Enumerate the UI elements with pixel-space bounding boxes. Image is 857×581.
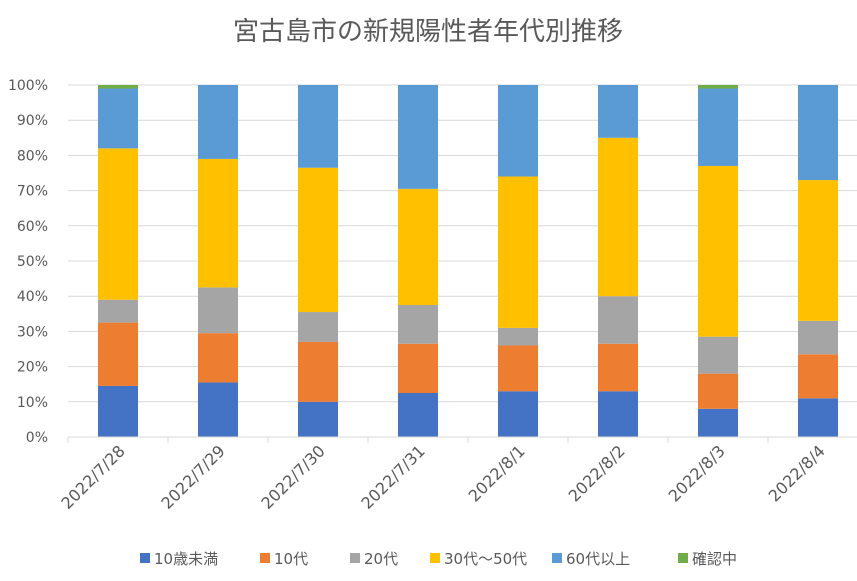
bar-segment — [398, 85, 438, 189]
bar-segment — [598, 343, 638, 392]
bar-segment — [298, 401, 338, 437]
legend-swatch — [350, 553, 360, 563]
bar-segment — [298, 341, 338, 402]
x-tick-label: 2022/7/29 — [157, 441, 228, 512]
y-tick-label: 30% — [17, 324, 48, 340]
x-tick-label: 2022/8/2 — [565, 441, 629, 505]
bar-segment — [798, 354, 838, 399]
bar-segment — [98, 299, 138, 323]
bar-segment — [798, 398, 838, 437]
legend-swatch — [430, 553, 440, 563]
bar-segment — [598, 85, 638, 138]
y-tick-label: 60% — [17, 219, 48, 235]
bar-segment — [698, 165, 738, 337]
bar-segment — [398, 393, 438, 437]
bar-segment — [598, 137, 638, 297]
gridlines — [68, 84, 857, 403]
legend: 10歳未満 10代 20代 30代～50代 60代以上 確認中 — [140, 550, 737, 568]
bar-segment — [298, 85, 338, 168]
y-tick-label: 50% — [17, 254, 48, 270]
x-tick-label: 2022/7/28 — [57, 441, 128, 512]
bar-segment — [298, 312, 338, 342]
bar-segment — [698, 336, 738, 374]
bar-segment — [398, 343, 438, 393]
legend-label: 30代～50代 — [444, 550, 527, 568]
x-axis-ticks: 2022/7/28 2022/7/29 2022/7/30 2022/7/31 2022… — [57, 441, 828, 512]
legend-label: 10歳未満 — [154, 550, 218, 568]
bar-segment — [198, 287, 238, 334]
bar-segment — [198, 333, 238, 383]
bar-segment — [598, 296, 638, 344]
x-tick-label: 2022/8/3 — [665, 441, 729, 505]
bar-segment — [98, 385, 138, 437]
legend-label: 20代 — [364, 550, 398, 568]
bar-segment — [398, 305, 438, 344]
bar-segment — [98, 322, 138, 386]
y-tick-label: 20% — [17, 360, 48, 376]
legend-swatch — [140, 553, 150, 563]
bar-segment — [698, 85, 738, 89]
bar-segment — [198, 85, 238, 159]
x-axis — [67, 436, 857, 443]
bars — [98, 85, 838, 437]
y-tick-label: 0% — [26, 430, 48, 446]
bar-segment — [698, 88, 738, 166]
y-tick-label: 70% — [17, 184, 48, 200]
x-tick-label: 2022/7/30 — [257, 441, 328, 512]
bar-segment — [598, 391, 638, 437]
bar-segment — [498, 176, 538, 328]
bar-segment — [398, 188, 438, 305]
x-tick-label: 2022/8/4 — [765, 441, 829, 505]
x-tick-label: 2022/8/1 — [465, 441, 529, 505]
bar-segment — [698, 373, 738, 409]
bar-segment — [298, 167, 338, 313]
y-tick-label: 90% — [17, 113, 48, 129]
bar-segment — [798, 320, 838, 355]
y-tick-label: 80% — [17, 148, 48, 164]
bar-segment — [498, 345, 538, 392]
legend-swatch — [678, 553, 688, 563]
bar-segment — [98, 88, 138, 149]
y-tick-label: 100% — [8, 78, 48, 94]
legend-label: 10代 — [274, 550, 308, 568]
y-axis-ticks: 0% 10% 20% 30% 40% 50% 60% 70% 80% 90% 100% — [8, 78, 48, 446]
bar-segment — [198, 382, 238, 437]
legend-swatch — [552, 553, 562, 563]
bar-segment — [98, 85, 138, 89]
bar-segment — [498, 327, 538, 346]
legend-swatch — [260, 553, 270, 563]
y-tick-label: 40% — [17, 289, 48, 305]
bar-segment — [798, 85, 838, 181]
bar-segment — [698, 408, 738, 437]
bar-segment — [498, 85, 538, 177]
bar-segment — [798, 180, 838, 321]
bar-segment — [98, 148, 138, 300]
x-tick-label: 2022/7/31 — [357, 441, 428, 512]
legend-label: 60代以上 — [566, 550, 630, 568]
chart-title: 宮古島市の新規陽性者年代別推移 — [233, 17, 623, 47]
legend-label: 確認中 — [692, 550, 737, 568]
bar-segment — [498, 391, 538, 437]
y-tick-label: 10% — [17, 395, 48, 411]
bar-segment — [198, 158, 238, 288]
